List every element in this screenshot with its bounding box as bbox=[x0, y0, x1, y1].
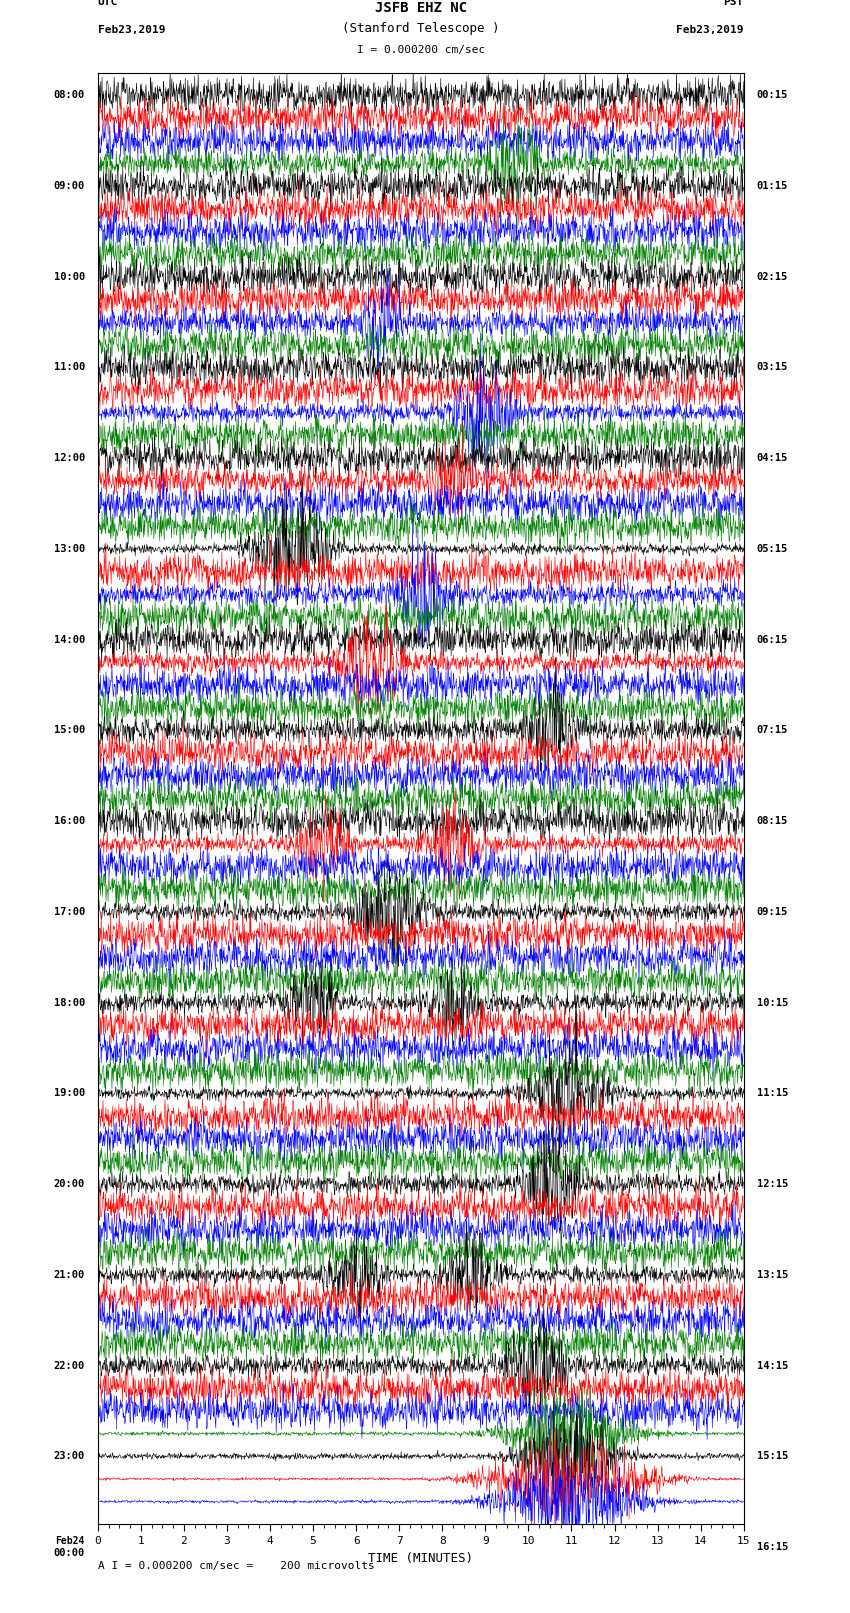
Text: 06:15: 06:15 bbox=[756, 634, 788, 645]
Text: 12:00: 12:00 bbox=[54, 453, 85, 463]
Text: 22:00: 22:00 bbox=[54, 1360, 85, 1371]
Text: 08:00: 08:00 bbox=[54, 90, 85, 100]
Text: 15:00: 15:00 bbox=[54, 726, 85, 736]
Text: 05:15: 05:15 bbox=[756, 544, 788, 553]
Text: 03:15: 03:15 bbox=[756, 363, 788, 373]
Text: 17:00: 17:00 bbox=[54, 907, 85, 916]
Text: 10:00: 10:00 bbox=[54, 271, 85, 282]
Text: Feb24: Feb24 bbox=[55, 1536, 85, 1547]
Text: 15:15: 15:15 bbox=[756, 1452, 788, 1461]
Text: 20:00: 20:00 bbox=[54, 1179, 85, 1189]
Text: PST: PST bbox=[723, 0, 744, 8]
Text: UTC: UTC bbox=[98, 0, 118, 8]
Text: 09:15: 09:15 bbox=[756, 907, 788, 916]
Text: 14:00: 14:00 bbox=[54, 634, 85, 645]
Text: 07:15: 07:15 bbox=[756, 726, 788, 736]
Text: 00:15: 00:15 bbox=[756, 90, 788, 100]
Text: 14:15: 14:15 bbox=[756, 1360, 788, 1371]
Text: 01:15: 01:15 bbox=[756, 181, 788, 190]
Text: 11:00: 11:00 bbox=[54, 363, 85, 373]
Text: 12:15: 12:15 bbox=[756, 1179, 788, 1189]
Text: 09:00: 09:00 bbox=[54, 181, 85, 190]
Text: Feb23,2019: Feb23,2019 bbox=[677, 24, 744, 35]
Text: 02:15: 02:15 bbox=[756, 271, 788, 282]
Text: 19:00: 19:00 bbox=[54, 1089, 85, 1098]
Text: 04:15: 04:15 bbox=[756, 453, 788, 463]
X-axis label: TIME (MINUTES): TIME (MINUTES) bbox=[368, 1552, 473, 1565]
Text: 08:15: 08:15 bbox=[756, 816, 788, 826]
Text: JSFB EHZ NC: JSFB EHZ NC bbox=[375, 0, 467, 15]
Text: 21:00: 21:00 bbox=[54, 1269, 85, 1279]
Text: 11:15: 11:15 bbox=[756, 1089, 788, 1098]
Text: 23:00: 23:00 bbox=[54, 1452, 85, 1461]
Text: 16:15: 16:15 bbox=[756, 1542, 788, 1552]
Text: 10:15: 10:15 bbox=[756, 997, 788, 1008]
Text: 16:00: 16:00 bbox=[54, 816, 85, 826]
Text: 00:00: 00:00 bbox=[54, 1547, 85, 1558]
Text: 18:00: 18:00 bbox=[54, 997, 85, 1008]
Text: 13:00: 13:00 bbox=[54, 544, 85, 553]
Text: Feb23,2019: Feb23,2019 bbox=[98, 24, 165, 35]
Text: A I = 0.000200 cm/sec =    200 microvolts: A I = 0.000200 cm/sec = 200 microvolts bbox=[98, 1560, 375, 1571]
Text: (Stanford Telescope ): (Stanford Telescope ) bbox=[342, 23, 500, 35]
Text: I = 0.000200 cm/sec: I = 0.000200 cm/sec bbox=[357, 45, 484, 55]
Text: 13:15: 13:15 bbox=[756, 1269, 788, 1279]
